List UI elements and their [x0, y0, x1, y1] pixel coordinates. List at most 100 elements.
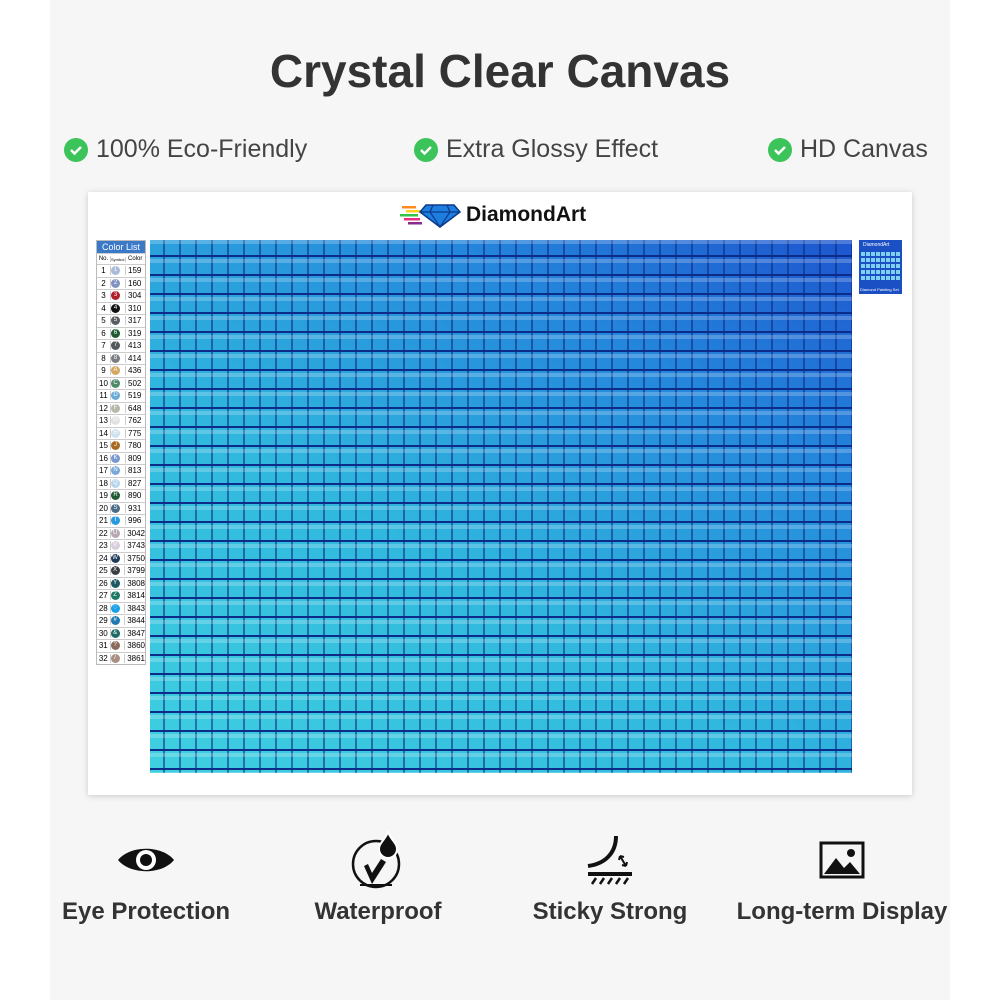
- legend-symbol-cell: G: [111, 416, 126, 426]
- legend-color-code: 414: [128, 353, 142, 363]
- legend-row: 2 2 160: [97, 276, 145, 290]
- benefit-sticky-strong: Sticky Strong: [490, 830, 730, 926]
- legend-number: 24: [97, 553, 111, 563]
- legend-symbol-cell: 6: [111, 328, 126, 338]
- color-swatch: 6: [111, 328, 120, 338]
- color-swatch: /: [110, 653, 120, 663]
- legend-color-code: 3799: [127, 566, 145, 576]
- legend-color-code: 762: [128, 416, 142, 426]
- color-swatch: 4: [111, 303, 120, 313]
- color-list-legend: Color List No. Symbol Color 1 1 159 2 2 160 3 3…: [96, 240, 146, 665]
- logo-text: DiamondArt: [466, 203, 587, 226]
- legend-row: 18 Q 827: [97, 476, 145, 490]
- legend-number: 11: [97, 391, 111, 401]
- color-swatch: 5: [111, 316, 120, 326]
- legend-symbol-cell: H: [111, 428, 126, 438]
- color-swatch: Z: [110, 591, 120, 601]
- legend-row: 17 N 813: [97, 464, 145, 477]
- legend-color-code: 502: [128, 378, 142, 388]
- feature-glossy: Extra Glossy Effect: [414, 135, 658, 164]
- legend-symbol-cell: 8: [111, 353, 126, 363]
- color-swatch: 7: [111, 341, 120, 351]
- legend-symbol-cell: U: [110, 528, 126, 538]
- logo: DiamondArt: [400, 202, 586, 228]
- legend-row: 9 A 436: [97, 364, 145, 377]
- legend-number: 6: [97, 328, 111, 338]
- legend-color-code: 996: [128, 516, 142, 526]
- eye-icon: [118, 848, 174, 872]
- legend-color-code: 304: [128, 291, 142, 301]
- legend-row: 14 H 775: [97, 426, 145, 440]
- legend-header-symbol: Symbol: [111, 256, 126, 262]
- legend-number: 18: [97, 478, 111, 488]
- legend-number: 13: [97, 416, 111, 426]
- legend-number: 31: [97, 641, 111, 651]
- legend-number: 12: [97, 403, 111, 413]
- waterproof-icon: [351, 830, 401, 889]
- legend-color-code: 3750: [127, 553, 145, 563]
- legend-row: 16 K 809: [97, 451, 145, 465]
- legend-number: 5: [97, 316, 111, 326]
- legend-color-code: 3844: [127, 616, 145, 626]
- legend-color-code: 310: [128, 303, 142, 313]
- legend-number: 20: [97, 503, 111, 513]
- legend-number: 8: [97, 353, 111, 363]
- legend-number: 32: [97, 653, 111, 663]
- legend-row: 8 8 414: [97, 351, 145, 365]
- benefit-waterproof: Waterproof: [258, 830, 498, 926]
- legend-color-code: 3861: [127, 653, 145, 663]
- legend-row: 11 D 519: [97, 389, 145, 402]
- legend-symbol-cell: 7: [111, 341, 126, 351]
- color-swatch: 8: [111, 353, 120, 363]
- legend-row: 20 S 931: [97, 501, 145, 515]
- legend-color-code: 3860: [127, 641, 145, 651]
- legend-number: 25: [97, 566, 111, 576]
- color-swatch: W: [110, 553, 120, 563]
- legend-color-code: 809: [128, 453, 142, 463]
- thumbnail-grid: [861, 252, 900, 282]
- color-swatch: G: [111, 416, 120, 426]
- color-swatch: J: [111, 441, 120, 451]
- legend-number: 9: [97, 366, 111, 376]
- legend-color-code: 3843: [127, 603, 145, 613]
- legend-number: 14: [97, 428, 111, 438]
- legend-row: 24 W 3750: [97, 551, 145, 565]
- legend-number: 23: [97, 541, 111, 551]
- legend-color-code: 3808: [127, 578, 145, 588]
- color-swatch: K: [111, 453, 120, 463]
- legend-color-code: 436: [128, 366, 142, 376]
- benefit-eye-protection: Eye Protection: [26, 830, 266, 926]
- product-thumbnail: DiamondArt Diamond Painting Set: [859, 240, 902, 294]
- legend-symbol-cell: D: [111, 391, 126, 401]
- legend-color-code: 160: [128, 278, 142, 288]
- diamond-tile-grid: [150, 240, 852, 773]
- legend-symbol-cell: Z: [110, 591, 126, 601]
- legend-row: 6 6 319: [97, 326, 145, 340]
- legend-row: 19 R 890: [97, 489, 145, 502]
- legend-symbol-cell: ?: [110, 641, 126, 651]
- legend-symbol-cell: ♡: [110, 603, 126, 613]
- legend-row: 28 ♡ 3843: [97, 601, 145, 615]
- legend-color-code: 890: [128, 491, 142, 501]
- page-title: Crystal Clear Canvas: [269, 45, 731, 97]
- color-swatch: 1: [111, 266, 120, 276]
- legend-symbol-cell: 5: [111, 316, 126, 326]
- legend-row: 27 Z 3814: [97, 589, 145, 602]
- legend-symbol-cell: 1: [111, 266, 126, 276]
- legend-symbol-cell: 4: [111, 303, 126, 313]
- color-swatch: &: [110, 628, 120, 638]
- legend-color-code: 3847: [127, 628, 145, 638]
- legend-row: 31? 3860: [97, 639, 145, 652]
- legend-color-code: 519: [128, 391, 142, 401]
- feature-label: Extra Glossy Effect: [446, 135, 659, 163]
- legend-number: 22: [97, 528, 111, 538]
- legend-row: 10 C 502: [97, 376, 145, 390]
- legend-symbol-cell: Y: [110, 578, 126, 588]
- sticky-peel-icon: [587, 835, 632, 885]
- legend-symbol-cell: X: [110, 566, 126, 576]
- legend-color-code: 813: [128, 466, 142, 476]
- legend-number: 28: [97, 603, 111, 613]
- legend-number: 7: [97, 341, 111, 351]
- benefit-label: Long-term Display: [736, 898, 948, 925]
- legend-number: 4: [97, 303, 111, 313]
